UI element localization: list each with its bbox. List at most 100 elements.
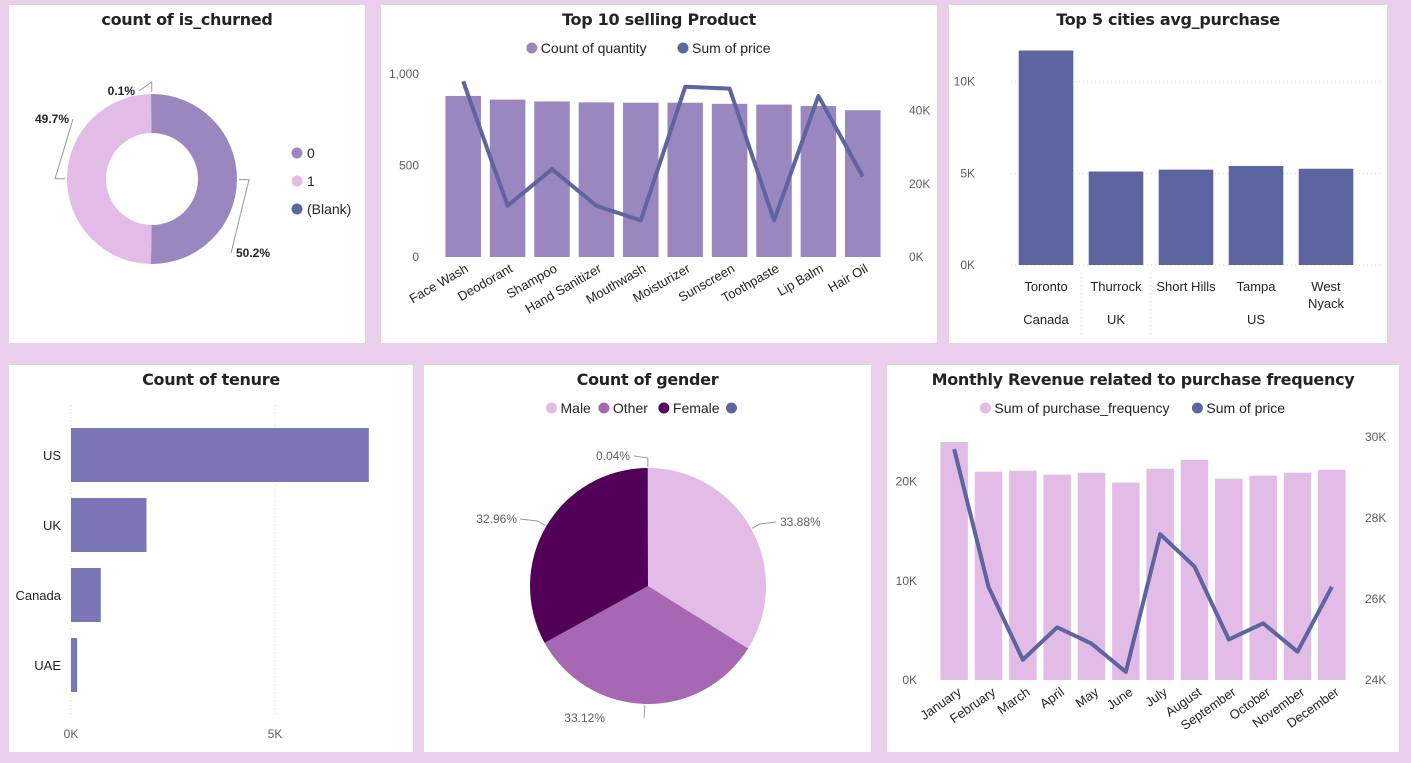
products-left-tick-0: 0 [412, 250, 419, 264]
tenure-bar-uae [71, 638, 78, 692]
gender-legend-dot-1 [598, 402, 610, 414]
tenure-bar-us [71, 428, 369, 482]
churn-panel[interactable]: count of is_churned 50.2% 49.7% 0.1% 0 1 (Bla… [9, 5, 365, 343]
tenure-cat-canada: Canada [15, 588, 61, 603]
gender-leader-1 [643, 704, 646, 719]
churn-data-label-0: 50.2% [236, 246, 270, 260]
tenure-bar-uk [71, 498, 147, 552]
gender-legend-dot-2 [658, 402, 670, 414]
revenue-cat-march: March [994, 684, 1032, 717]
revenue-bar-december [1318, 469, 1346, 680]
products-panel[interactable]: Top 10 selling Product Count of quantity… [381, 5, 937, 343]
cities-cat-west-nyack-2: Nyack [1308, 296, 1345, 311]
products-right-tick-1: 20K [909, 177, 930, 191]
cities-tick-2: 10K [954, 75, 975, 89]
cities-cat-west-nyack: West [1311, 279, 1341, 294]
gender-legend-dot-0 [546, 402, 557, 414]
revenue-legend-dot-0 [979, 402, 991, 414]
churn-slice-blank [151, 94, 152, 134]
revenue-cat-june: June [1104, 684, 1136, 712]
cities-bar-thurrock [1088, 171, 1144, 265]
tenure-cat-uk: UK [43, 518, 61, 533]
gender-pie-chart: Male Other Female 33.88% 33.12% 32.96% 0.04% [476, 400, 821, 725]
revenue-bar-march [1009, 470, 1037, 680]
products-cat-hair-oil: Hair Oil [825, 261, 870, 296]
revenue-right-tick-3: 30K [1365, 430, 1386, 444]
gender-title: Count of gender [576, 370, 719, 389]
cities-cat-short-hills: Short Hills [1156, 279, 1216, 294]
products-right-tick-2: 40K [909, 104, 930, 118]
products-title: Top 10 selling Product [562, 10, 756, 29]
revenue-bar-january [940, 441, 968, 680]
revenue-right-tick-0: 24K [1365, 673, 1386, 687]
products-left-tick-2: 1,000 [389, 67, 419, 81]
gender-data-label-1: 33.12% [564, 711, 605, 725]
revenue-legend-sum-of-purchase-frequency: Sum of purchase_frequency [994, 400, 1169, 416]
revenue-cat-april: April [1037, 684, 1067, 711]
churn-legend-dot-2 [291, 203, 303, 215]
cities-bar-short-hills [1158, 169, 1214, 265]
tenure-bar-chart: 0K 5K US UK Canada UAE [15, 405, 369, 741]
products-legend-dot-0 [526, 42, 538, 54]
tenure-bar-canada [71, 568, 101, 622]
gender-legend-other: Other [613, 400, 648, 416]
cities-group-uk: UK [1107, 312, 1125, 327]
churn-legend-dot-0 [291, 147, 303, 159]
cities-bar-tampa [1228, 166, 1284, 265]
revenue-left-tick-2: 20K [896, 475, 917, 489]
cities-group-us: US [1247, 312, 1265, 327]
revenue-panel[interactable]: Monthly Revenue related to purchase freq… [887, 365, 1399, 752]
tenure-title: Count of tenure [142, 370, 280, 389]
revenue-left-tick-1: 10K [896, 574, 917, 588]
revenue-bar-october [1249, 475, 1277, 680]
gender-leader-2 [519, 518, 546, 526]
revenue-price-line [952, 448, 1334, 674]
products-bar-hand-sanitizer [578, 102, 615, 258]
tenure-panel[interactable]: Count of tenure 0K 5K US UK Canada UAE [9, 365, 413, 752]
churn-donut-chart: 50.2% 49.7% 0.1% 0 1 (Blank) [35, 81, 351, 264]
revenue-left-tick-0: 0K [902, 673, 917, 687]
products-bar-hair-oil [845, 110, 881, 257]
revenue-cat-may: May [1072, 684, 1101, 711]
products-legend-dot-1 [677, 42, 689, 54]
gender-slice-other [544, 586, 749, 704]
revenue-bar-april [1043, 474, 1071, 680]
churn-slice-0 [150, 94, 237, 264]
gender-data-label-3: 0.04% [596, 449, 630, 463]
gender-legend-dot-3 [726, 402, 737, 414]
gender-data-label-2: 32.96% [476, 512, 517, 526]
products-price-line [461, 80, 865, 223]
products-right-tick-0: 0K [909, 250, 924, 264]
cities-cat-tampa: Tampa [1236, 279, 1276, 294]
cities-title: Top 5 cities avg_purchase [1056, 10, 1280, 29]
churn-legend-dot-1 [291, 175, 303, 187]
products-legend-sum-of-price: Sum of price [692, 40, 771, 56]
churn-slice-1 [66, 94, 152, 264]
products-bar-deodorant [489, 99, 526, 258]
revenue-right-tick-1: 26K [1365, 592, 1386, 606]
gender-panel[interactable]: Count of gender Male Other Female 33.88% 33.… [424, 365, 871, 752]
churn-leader-2 [138, 81, 153, 93]
gender-leader-3 [633, 455, 649, 468]
products-combo-chart: Count of quantity Sum of price 0 500 1,000 0K… [389, 40, 930, 316]
cities-bar-west-nyack [1298, 168, 1354, 265]
cities-tick-0: 0K [960, 258, 975, 272]
tenure-tick-1: 5K [268, 727, 283, 741]
products-left-tick-1: 500 [399, 159, 419, 173]
gender-legend-male: Male [561, 400, 592, 416]
tenure-cat-us: US [43, 448, 61, 463]
churn-legend-0: 0 [307, 145, 315, 161]
cities-panel[interactable]: Top 5 cities avg_purchase 0K 5K 10K Toronto… [949, 5, 1387, 343]
revenue-legend-sum-of-price: Sum of price [1206, 400, 1285, 416]
revenue-combo-chart: Sum of purchase_frequency Sum of price 0K 1… [896, 400, 1387, 733]
revenue-bar-february [974, 471, 1003, 680]
churn-legend-1: 1 [307, 173, 315, 189]
revenue-bar-june [1112, 482, 1140, 680]
revenue-bar-september [1215, 478, 1243, 680]
gender-slice-male [648, 468, 766, 649]
cities-tick-1: 5K [960, 166, 975, 180]
gender-leader-0 [751, 521, 777, 529]
cities-group-canada: Canada [1023, 312, 1069, 327]
churn-data-label-2: 0.1% [108, 84, 136, 98]
cities-cat-thurrock: Thurrock [1090, 279, 1142, 294]
